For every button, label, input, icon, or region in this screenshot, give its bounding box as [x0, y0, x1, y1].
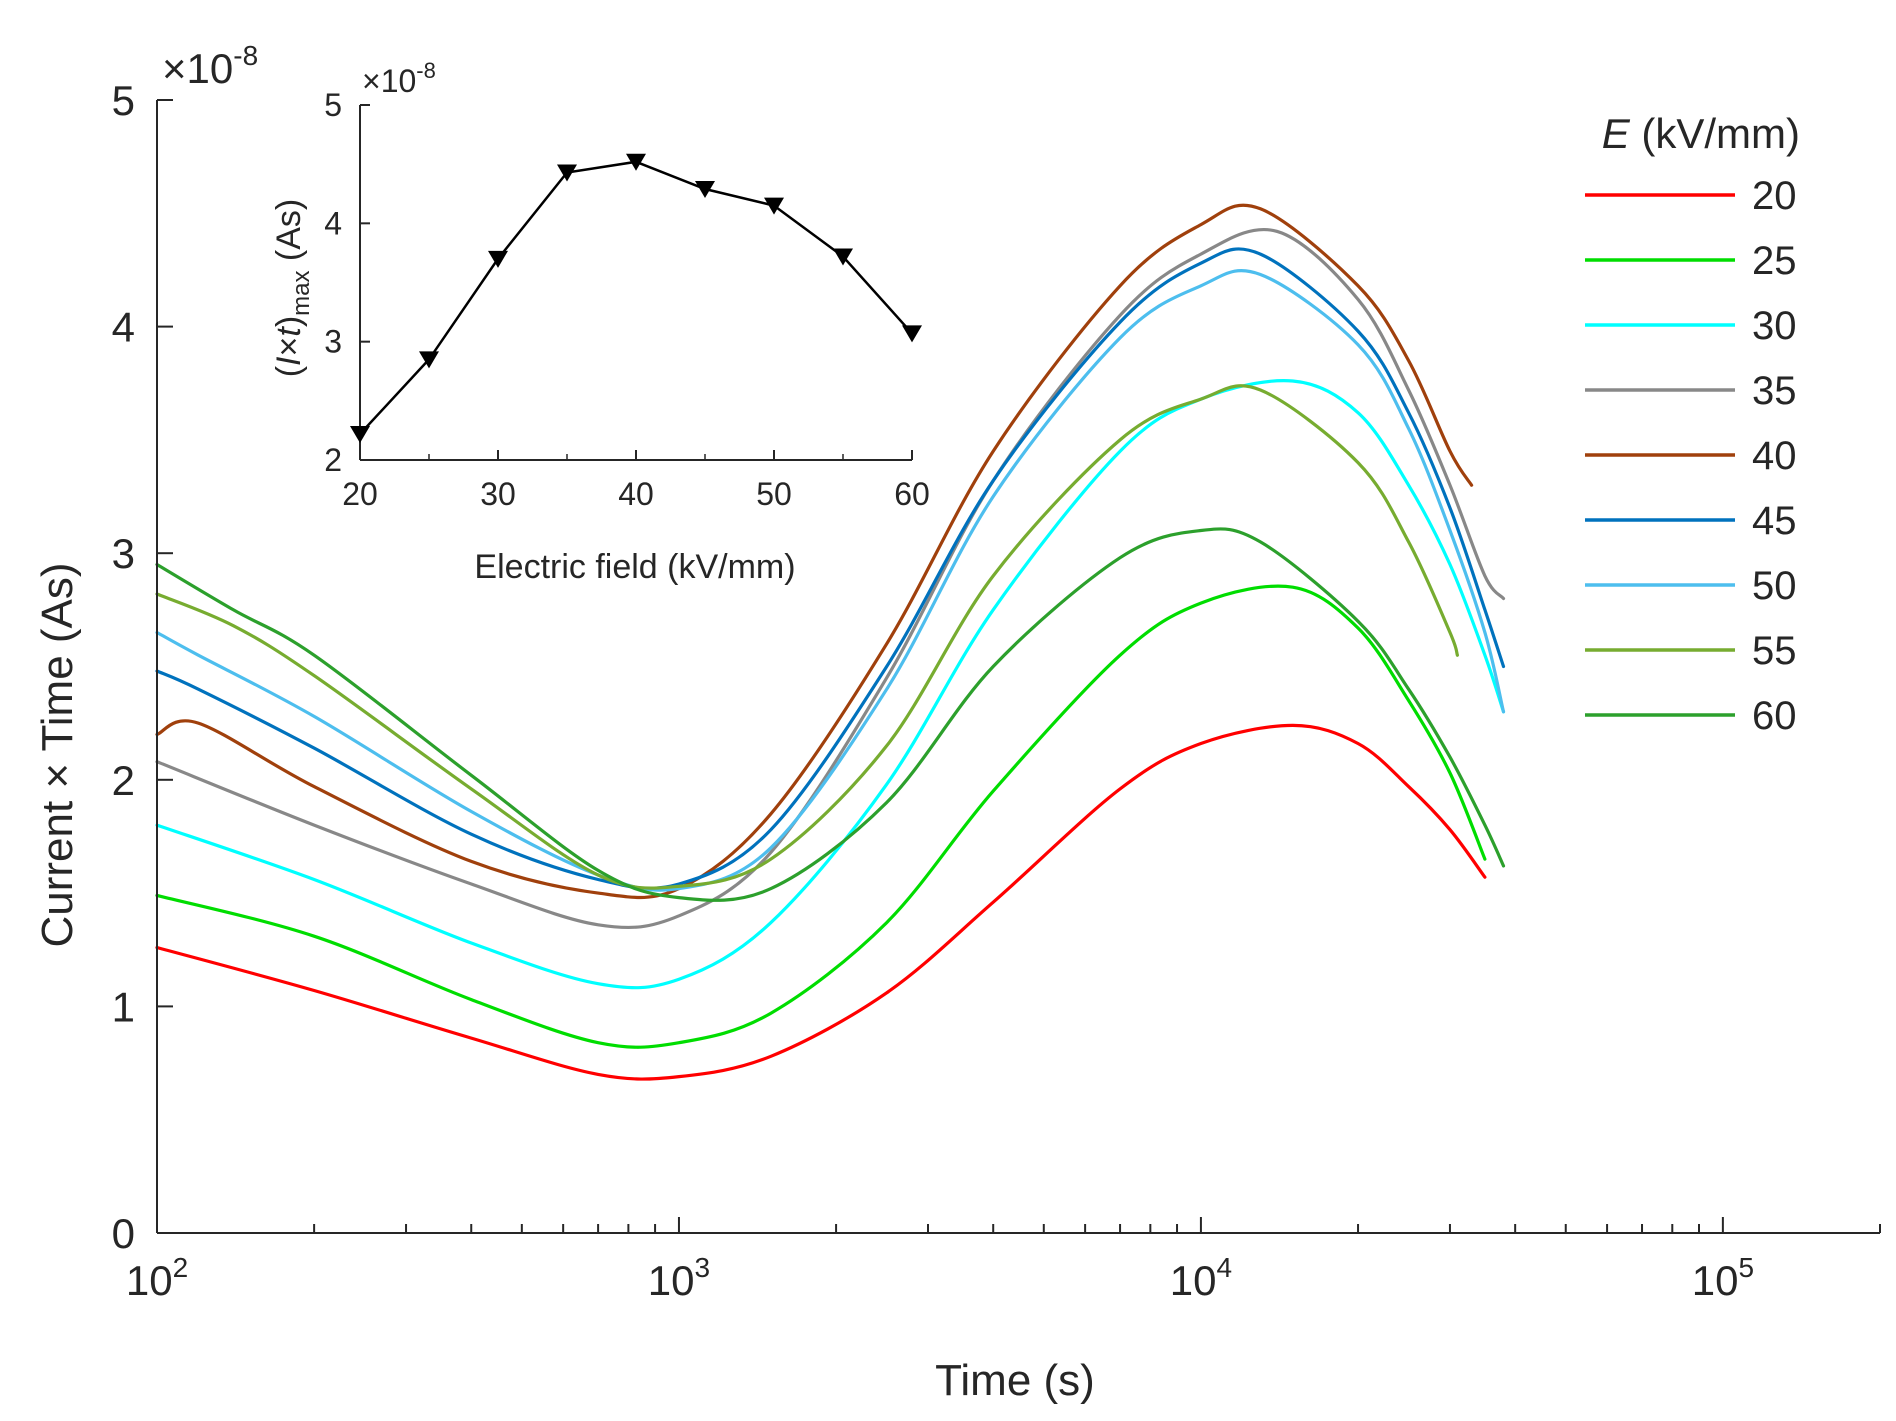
legend-title-unit: (kV/mm) [1630, 110, 1800, 157]
inset-marker [695, 181, 715, 199]
legend-entries: 20 25 30 35 40 45 50 55 60 [1585, 174, 1797, 738]
inset-y-title-t: t [270, 326, 308, 337]
inset-marker [764, 197, 784, 215]
inset-series-group [350, 153, 922, 443]
inset-y-tick-label: 4 [324, 205, 342, 241]
legend-label-30: 30 [1752, 304, 1797, 348]
inset-marker [833, 248, 853, 266]
inset-y-axis-title: (I×t)max (As) [270, 199, 315, 378]
main-y-tick-label: 5 [112, 77, 135, 124]
main-y-exponent: ×10-8 [162, 40, 258, 92]
series-line-25 [155, 584, 1487, 1049]
inset-marker [626, 153, 646, 171]
series-line-40 [155, 203, 1474, 900]
inset-x-tick-label: 20 [342, 476, 378, 512]
legend-label-25: 25 [1752, 239, 1797, 283]
main-y-tick-label: 4 [112, 304, 135, 351]
inset-y-tick-label: 2 [324, 442, 342, 478]
legend-label-45: 45 [1752, 499, 1797, 543]
inset-axes: 20 30 40 50 60 2 3 4 5 [324, 87, 930, 512]
legend-label-55: 55 [1752, 629, 1797, 673]
legend-label-40: 40 [1752, 434, 1797, 478]
inset-marker [557, 164, 577, 182]
inset-marker [350, 425, 370, 443]
inset-x-tick-label: 40 [618, 476, 654, 512]
legend: E (kV/mm) 20 25 30 35 40 45 50 55 60 [1585, 110, 1800, 738]
legend-title: E (kV/mm) [1602, 110, 1800, 157]
series-line-35 [155, 227, 1506, 930]
series-line-30 [155, 379, 1506, 990]
legend-label-60: 60 [1752, 694, 1797, 738]
inset-x-tick-label: 30 [480, 476, 516, 512]
inset-y-tick-label: 5 [324, 87, 342, 123]
inset-y-exponent: ×10-8 [362, 58, 436, 99]
main-y-tick-label: 0 [112, 1210, 135, 1257]
inset-marker [902, 325, 922, 343]
inset-y-title-i: I [270, 356, 308, 366]
series-line-55 [155, 384, 1459, 890]
main-x-tick-label: 105 [1692, 1252, 1754, 1304]
inset-x-tick-label: 60 [894, 476, 930, 512]
main-y-tick-label: 3 [112, 530, 135, 577]
legend-label-20: 20 [1752, 174, 1797, 218]
series-line-20 [155, 723, 1487, 1081]
inset-y-title-unit: (As) [270, 199, 308, 271]
main-series-group [155, 203, 1506, 1081]
legend-label-50: 50 [1752, 564, 1797, 608]
main-y-axis-title: Current × Time (As) [33, 562, 82, 947]
inset-y-title-times: × [270, 337, 308, 357]
main-y-exponent-base: ×10 [162, 45, 233, 92]
inset-series-line [359, 160, 913, 435]
main-x-axis-title: Time (s) [935, 1356, 1095, 1405]
inset-x-axis-title: Electric field (kV/mm) [474, 548, 795, 586]
main-y-tick-label: 1 [112, 983, 135, 1030]
inset-x-tick-label: 50 [756, 476, 792, 512]
inset-plot: 20 30 40 50 60 2 3 4 5 Electric field (kV/mm) (I… [270, 58, 930, 586]
main-x-tick-label: 102 [126, 1252, 188, 1304]
main-y-tick-label: 2 [112, 757, 135, 804]
series-line-60 [155, 527, 1506, 902]
inset-y-title-close: ) [270, 316, 308, 327]
main-y-exponent-power: -8 [233, 40, 258, 71]
legend-title-symbol: E [1602, 110, 1631, 157]
inset-marker [419, 351, 439, 369]
inset-marker [488, 250, 508, 268]
series-line-45 [155, 247, 1506, 890]
main-x-tick-label: 103 [648, 1252, 710, 1304]
inset-y-exponent-power: -8 [416, 58, 436, 83]
series-line-50 [155, 269, 1506, 892]
legend-label-35: 35 [1752, 369, 1797, 413]
main-x-tick-label: 104 [1170, 1252, 1232, 1304]
inset-y-title-sub: max [288, 271, 315, 316]
inset-y-title-open: ( [270, 365, 308, 377]
inset-y-tick-label: 3 [324, 324, 342, 360]
inset-y-exponent-base: ×10 [362, 63, 416, 99]
